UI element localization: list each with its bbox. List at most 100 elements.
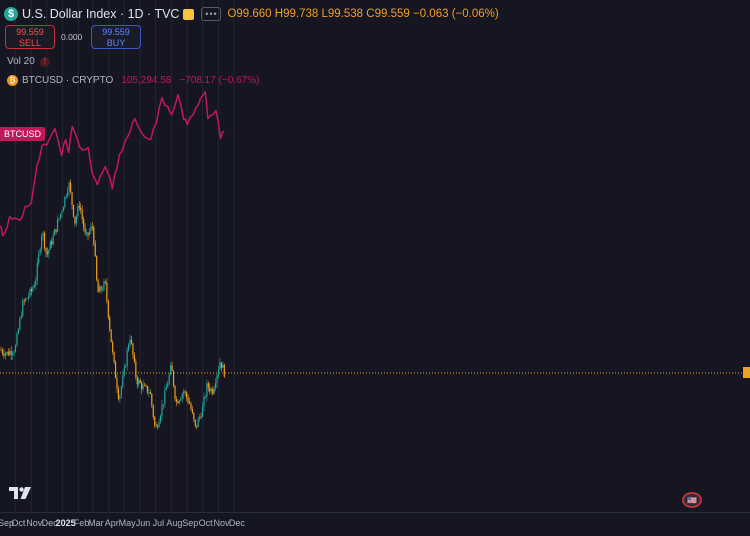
candle-body	[55, 229, 57, 232]
candle-body	[46, 252, 48, 255]
x-tick-label: Sep	[0, 518, 15, 528]
candle-body	[212, 388, 214, 394]
candle-body	[136, 377, 138, 385]
buy-button[interactable]: 99.559 BUY	[91, 25, 141, 49]
buy-price: 99.559	[102, 27, 130, 37]
candle-body	[187, 397, 189, 403]
candle-body	[200, 416, 202, 418]
candle-body	[64, 196, 66, 208]
candle-body	[142, 384, 144, 390]
volume-label: Vol 20	[7, 56, 35, 67]
candle-body	[96, 256, 98, 281]
compare-symbol-name: BTCUSD · CRYPTO	[22, 75, 114, 86]
candle-body	[74, 216, 76, 224]
candle-body	[145, 385, 147, 387]
candle-body	[168, 374, 170, 384]
ohlc-readout: O99.660 H99.738 L99.538 C99.559 −0.063 (…	[227, 8, 498, 20]
candle-body	[81, 210, 83, 219]
candle-body	[90, 226, 92, 232]
more-options-icon[interactable]: •••	[201, 7, 222, 21]
candle-body	[49, 241, 51, 250]
candle-body	[119, 395, 121, 400]
candle-body	[65, 195, 67, 197]
compare-legend[interactable]: ₿ BTCUSD · CRYPTO 105,294.58 −708.17 (−0…	[7, 75, 259, 86]
candle-body	[38, 253, 40, 264]
candle-body	[197, 418, 199, 427]
candle-body	[196, 425, 198, 427]
candle-body	[183, 391, 185, 394]
candle-body	[51, 241, 53, 245]
compare-change: −708.17 (−0.67%)	[179, 75, 260, 86]
time-axis[interactable]: Sep Oct Nov Dec 2025 Feb Mar Apr May Jun Jul Aug Sep…	[0, 514, 750, 536]
x-tick-label: Apr	[104, 518, 119, 528]
x-tick-label: Jul	[152, 518, 165, 528]
candle-body	[101, 289, 104, 291]
candle-body	[110, 329, 112, 343]
btcusd-series-line	[0, 90, 225, 237]
x-tick-label: Nov	[213, 518, 230, 528]
candle-body	[14, 345, 17, 352]
low-label: L	[321, 8, 328, 20]
candle-body	[129, 339, 131, 345]
candle-body	[217, 369, 220, 376]
x-tick-label: Oct	[198, 518, 213, 528]
candle-body	[77, 205, 79, 217]
candle-body	[62, 207, 64, 212]
candle-body	[213, 387, 215, 394]
candle-body	[109, 317, 111, 330]
candle-body	[174, 386, 176, 400]
candle-body	[130, 339, 133, 344]
candle-body	[161, 405, 163, 416]
candle-body	[107, 300, 109, 318]
symbol-title[interactable]: U.S. Dollar Index · 1D · TVC	[22, 7, 180, 21]
candle-body	[159, 415, 162, 422]
change-value: −0.063 (−0.06%)	[413, 8, 499, 20]
volume-indicator[interactable]: Vol 20 !	[7, 56, 50, 67]
candle-body	[135, 361, 137, 378]
candle-body	[201, 406, 204, 417]
candle-body	[206, 383, 208, 397]
candle-body	[123, 367, 125, 376]
x-tick-label: Aug	[166, 518, 183, 528]
tradingview-logo-icon[interactable]	[9, 486, 33, 500]
candle-body	[199, 416, 201, 419]
candle-body	[93, 227, 95, 244]
candle-body	[126, 350, 128, 366]
x-tick-label: 2025	[55, 518, 76, 528]
candle-body	[56, 219, 59, 232]
candle-body	[210, 388, 212, 392]
candle-body	[132, 343, 134, 356]
bitcoin-icon: ₿	[7, 75, 18, 86]
bolt-flag-icon[interactable]: ⚡	[183, 8, 195, 20]
candle-body	[1, 350, 4, 354]
candle-body	[162, 403, 164, 406]
open-label: O	[227, 8, 237, 20]
symbol-header[interactable]: $ U.S. Dollar Index · 1D · TVC ⚡ ••• O99…	[4, 5, 499, 23]
x-tick-label: Nov	[26, 518, 43, 528]
candle-body	[216, 375, 218, 384]
us-flag-icon[interactable]: 🇺🇸	[682, 492, 702, 508]
dollar-icon: $	[4, 7, 18, 21]
candle-body	[157, 426, 159, 428]
candle-body	[222, 364, 224, 368]
candle-body	[190, 403, 192, 410]
candle-body	[180, 398, 182, 401]
candle-body	[54, 229, 56, 236]
warning-icon[interactable]: !	[39, 56, 50, 67]
x-tick-label: Sep	[182, 518, 199, 528]
candle-body	[220, 362, 222, 368]
candle-body	[39, 249, 41, 254]
candle-body	[171, 365, 173, 371]
sell-button[interactable]: 99.559 SELL	[5, 25, 55, 49]
candle-body	[16, 333, 18, 346]
candle-body	[151, 393, 153, 406]
open-value: 99.660	[236, 8, 272, 20]
candle-body	[27, 296, 30, 299]
candle-body	[172, 370, 175, 387]
candle-body	[67, 191, 69, 196]
candle-body	[72, 204, 75, 217]
candle-body	[10, 351, 12, 355]
low-value: 99.538	[327, 8, 364, 20]
candle-body	[209, 387, 211, 392]
